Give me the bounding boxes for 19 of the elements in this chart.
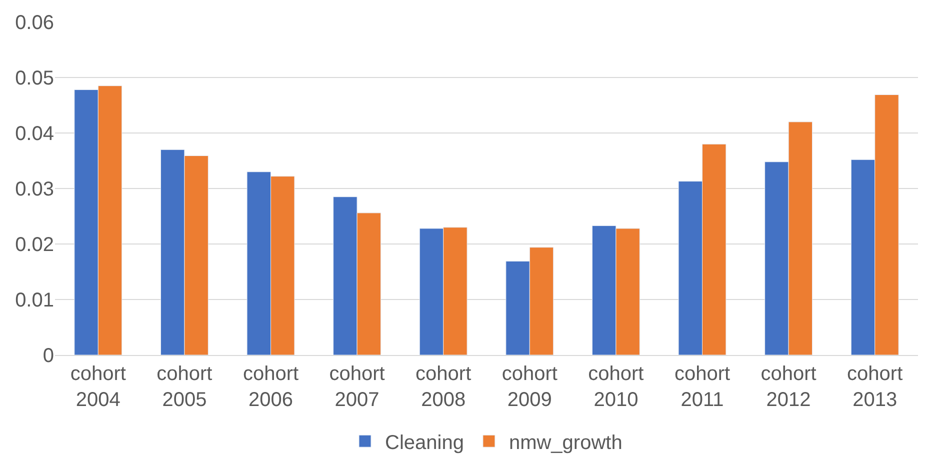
- y-tick-label: 0.02: [15, 234, 54, 256]
- x-tick-label: cohort 2012: [760, 363, 817, 411]
- x-tick-label: cohort 2004: [70, 363, 126, 411]
- y-tick-label: 0: [42, 345, 54, 367]
- x-tick-label: cohort 2008: [416, 363, 472, 411]
- y-tick-label: 0.04: [15, 123, 54, 145]
- x-tick-label: cohort 2006: [242, 363, 299, 411]
- x-tick-label: cohort 2005: [156, 363, 213, 411]
- x-tick-label: cohort 2010: [588, 363, 644, 411]
- x-tick-label: cohort 2011: [674, 363, 730, 411]
- legend-label: nmw_growth: [508, 432, 622, 454]
- legend-label: Cleaning: [385, 432, 464, 454]
- y-tick-label: 0.03: [15, 178, 54, 200]
- x-tick-label: cohort 2007: [329, 363, 386, 411]
- x-tick-label: cohort 2009: [502, 363, 558, 411]
- y-tick-label: 0.05: [15, 68, 54, 90]
- y-tick-label: 0.06: [15, 12, 54, 34]
- x-tick-label: cohort 2013: [847, 363, 904, 411]
- y-tick-label: 0.01: [15, 290, 54, 312]
